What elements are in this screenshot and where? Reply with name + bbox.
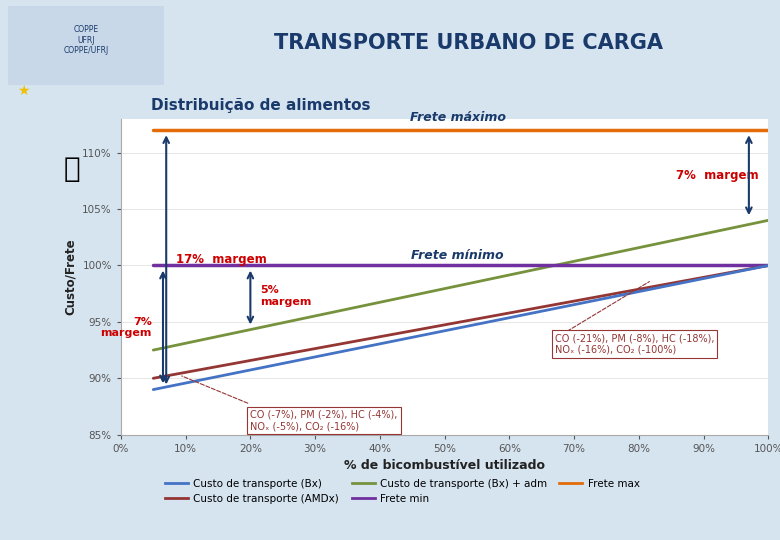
Text: 7%  margem: 7% margem: [676, 168, 759, 182]
Text: Frete mínimo: Frete mínimo: [411, 249, 504, 262]
Text: 5%
margem: 5% margem: [260, 285, 311, 307]
Text: COPPE
UFRJ
COPPE/UFRJ: COPPE UFRJ COPPE/UFRJ: [63, 25, 108, 55]
FancyBboxPatch shape: [8, 6, 164, 85]
X-axis label: % de bicombustível utilizado: % de bicombustível utilizado: [344, 460, 545, 472]
Text: CO (-21%), PM (-8%), HC (-18%),
NOₓ (-16%), CO₂ (-100%): CO (-21%), PM (-8%), HC (-18%), NOₓ (-16…: [555, 333, 714, 355]
Legend: Custo de transporte (Bx), Custo de transporte (AMDx), Custo de transporte (Bx) +: Custo de transporte (Bx), Custo de trans…: [161, 475, 644, 508]
Text: TRANSPORTE URBANO DE CARGA: TRANSPORTE URBANO DE CARGA: [274, 33, 662, 53]
Text: ★: ★: [17, 84, 30, 97]
Text: Frete máximo: Frete máximo: [410, 111, 505, 124]
Text: CO (-7%), PM (-2%), HC (-4%),
NOₓ (-5%), CO₂ (-16%): CO (-7%), PM (-2%), HC (-4%), NOₓ (-5%),…: [250, 410, 398, 431]
Text: Distribuição de alimentos: Distribuição de alimentos: [151, 98, 370, 113]
Text: 7%
margem: 7% margem: [101, 317, 152, 339]
Y-axis label: Custo/Frete: Custo/Frete: [64, 239, 76, 315]
Text: 🚛: 🚛: [64, 155, 80, 183]
Text: 17%  margem: 17% margem: [176, 253, 267, 266]
